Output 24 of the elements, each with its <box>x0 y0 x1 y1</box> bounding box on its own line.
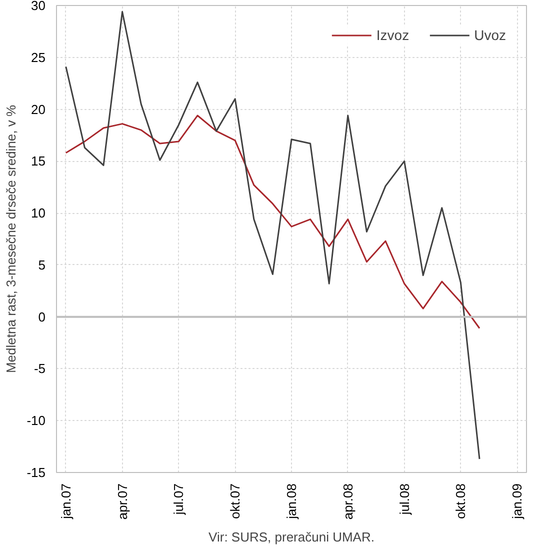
line-series <box>65 114 480 329</box>
x-tick-label: apr.07 <box>114 483 130 520</box>
y-tick-label: 20 <box>31 102 46 117</box>
y-tick-label: 25 <box>31 50 46 65</box>
legend-label: Uvoz <box>474 27 506 43</box>
x-tick-label: jan.07 <box>58 484 74 520</box>
y-tick-label: 10 <box>31 206 46 221</box>
y-axis-title: Medletna rast, 3-mesečne drseče sredine, v % <box>4 104 19 374</box>
y-tick-label: 30 <box>31 0 46 13</box>
x-tick-label: jan.08 <box>284 484 299 520</box>
legend-label: Izvoz <box>376 27 410 43</box>
text: Vir: SURS, preračuni UMAR. <box>208 530 374 544</box>
x-tick-label: apr.08 <box>340 483 356 520</box>
y-tick-label: 15 <box>31 154 46 169</box>
x-tick-label: okt.07 <box>228 483 243 519</box>
y-tick-label: -15 <box>26 465 46 480</box>
x-tick-label: jul.08 <box>396 484 412 516</box>
y-tick-label: -10 <box>26 413 46 428</box>
y-tick-label: -5 <box>34 361 46 376</box>
y-tick-label: 0 <box>38 309 46 324</box>
x-tick-label: jan.09 <box>510 484 525 520</box>
x-tick-label: okt.08 <box>453 483 468 519</box>
y-tick-label: 5 <box>38 257 46 272</box>
x-tick-label: jul.07 <box>171 484 186 516</box>
